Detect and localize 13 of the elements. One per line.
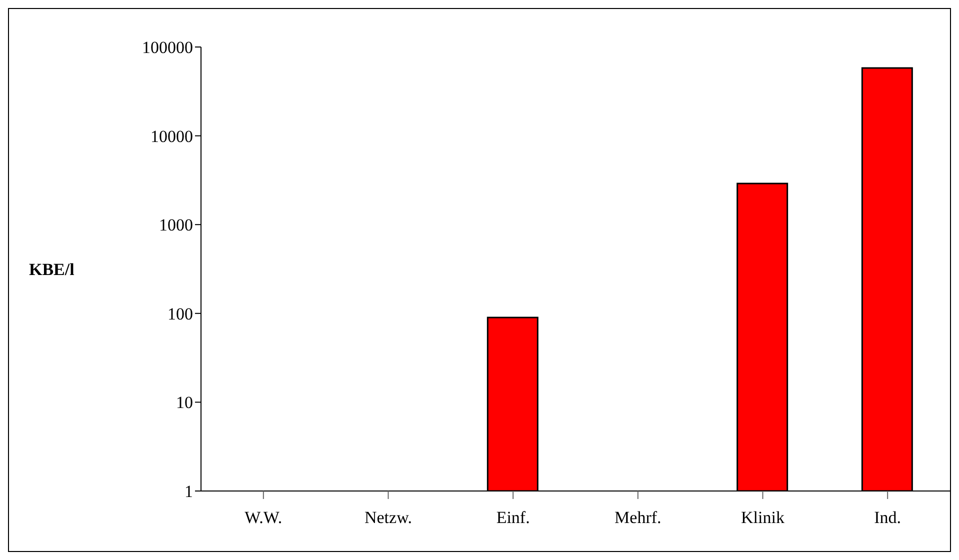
y-tick-label: 100	[168, 304, 193, 324]
x-tick-label: Ind.	[874, 508, 902, 528]
y-tick-label: 10	[176, 393, 193, 412]
y-axis-title: KBE/l	[29, 260, 75, 280]
y-tick-label: 1	[184, 482, 193, 502]
x-tick-label: Mehrf.	[614, 508, 662, 528]
y-tick-label: 1000	[159, 216, 193, 235]
y-tick-label: 100000	[142, 38, 193, 58]
x-tick-label: Netzw.	[364, 508, 412, 528]
x-tick-label: W.W.	[244, 508, 282, 528]
y-tick-label: 10000	[150, 126, 193, 146]
x-tick-label: Klinik	[741, 508, 785, 528]
x-tick-label: Einf.	[496, 508, 530, 528]
